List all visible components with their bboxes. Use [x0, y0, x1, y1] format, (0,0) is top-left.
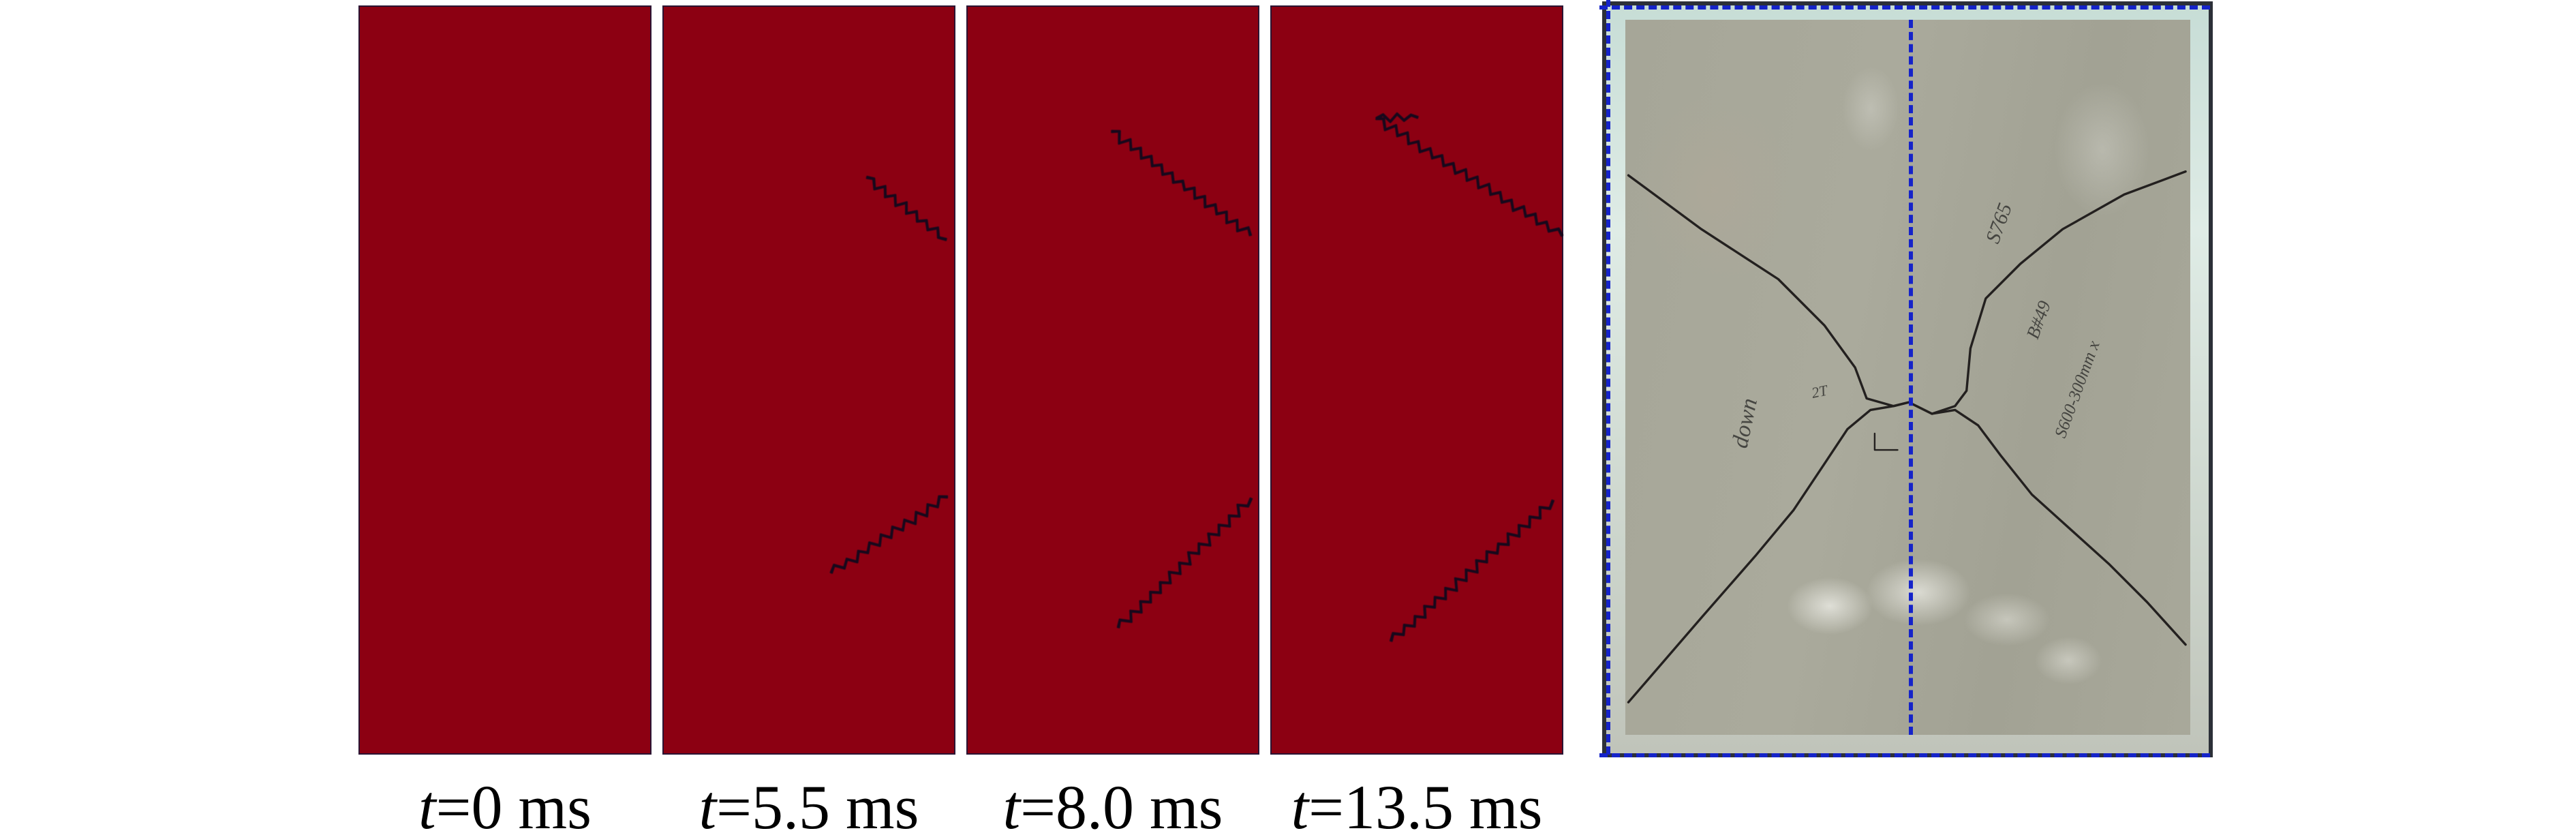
- svg-text:down: down: [1728, 396, 1763, 451]
- svg-text:B#49: B#49: [2022, 298, 2055, 342]
- svg-text:2T: 2T: [1810, 381, 1830, 402]
- svg-text:S600-300mm x: S600-300mm x: [2051, 339, 2103, 441]
- svg-text:S765: S765: [1982, 200, 2017, 247]
